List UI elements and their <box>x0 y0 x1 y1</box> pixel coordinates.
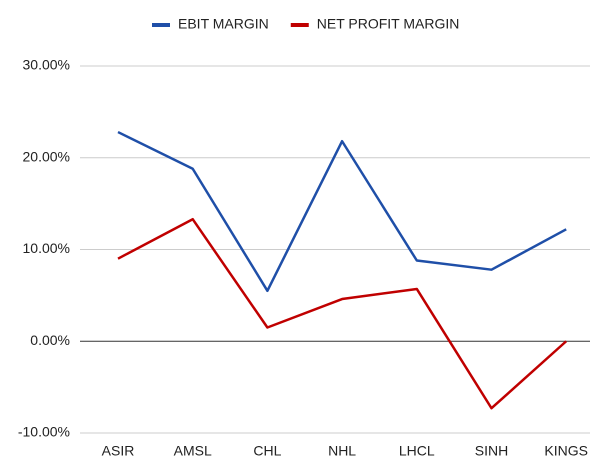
y-tick-label: 20.00% <box>23 148 70 164</box>
x-tick-label: CHL <box>253 443 281 459</box>
y-tick-label: -10.00% <box>18 424 70 440</box>
legend-label: EBIT MARGIN <box>178 16 269 32</box>
legend-swatch <box>290 23 309 27</box>
legend-label: NET PROFIT MARGIN <box>317 16 460 32</box>
x-tick-label: KINGS <box>544 443 588 459</box>
x-tick-label: AMSL <box>174 443 212 459</box>
y-tick-label: 0.00% <box>30 332 70 348</box>
series-line <box>117 130 567 293</box>
series-line <box>117 217 568 410</box>
y-tick-label: 10.00% <box>23 240 70 256</box>
x-tick-label: NHL <box>328 443 356 459</box>
x-tick-label: ASIR <box>102 443 135 459</box>
legend-swatch <box>152 23 170 27</box>
y-tick-label: 30.00% <box>23 57 70 73</box>
x-tick-label: LHCL <box>399 443 435 459</box>
x-tick-label: SINH <box>475 443 508 459</box>
